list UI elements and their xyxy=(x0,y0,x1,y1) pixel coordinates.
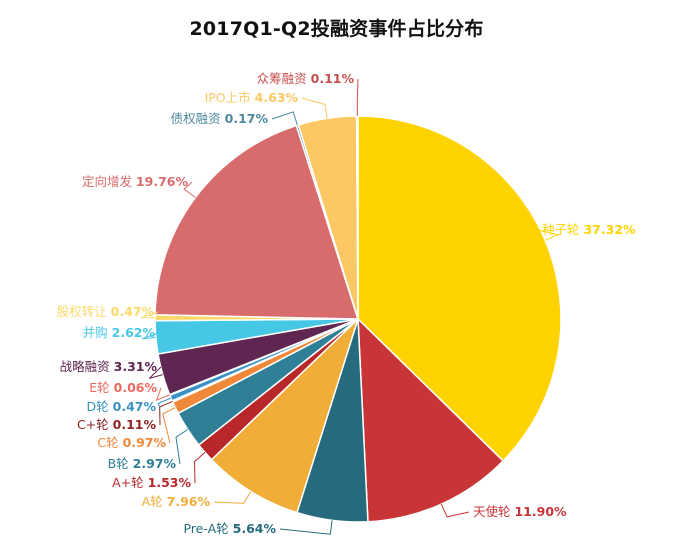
data-label-name: B轮 xyxy=(108,456,133,471)
data-label-name: 债权融资 xyxy=(171,111,225,126)
data-label-name: A+轮 xyxy=(112,475,148,490)
data-labels: 种子轮 37.32% 天使轮 11.90% Pre-A轮 5.64% A轮 7.96%… xyxy=(57,71,636,536)
data-label-name: 种子轮 xyxy=(542,222,583,237)
data-label-value: 1.53% xyxy=(148,475,192,490)
data-label-value: 2.97% xyxy=(133,456,177,471)
pie-slice-4 xyxy=(210,318,359,514)
chart-title: 2017Q1-Q2投融资事件占比分布 xyxy=(189,18,484,40)
leader-line-14 xyxy=(183,181,196,198)
data-label-12: 并购 2.62% xyxy=(83,325,156,340)
pie-slice-1 xyxy=(357,115,562,462)
data-label-6: B轮 2.97% xyxy=(108,456,177,471)
data-label-name: 战略融资 xyxy=(60,359,114,374)
data-label-value: 11.90% xyxy=(514,504,567,519)
leader-line-4 xyxy=(213,491,252,504)
data-label-value: 7.96% xyxy=(167,494,211,509)
data-label-value: 0.47% xyxy=(113,399,157,414)
data-label-name: 众筹融资 xyxy=(257,71,311,86)
leader-line-8 xyxy=(159,400,173,426)
pie-slice-2 xyxy=(357,318,504,523)
data-label-value: 3.31% xyxy=(114,359,158,374)
data-label-8: C+轮 0.11% xyxy=(77,417,157,432)
data-label-value: 37.32% xyxy=(583,222,636,237)
data-label-name: D轮 xyxy=(87,399,113,414)
data-label-value: 0.17% xyxy=(225,111,269,126)
data-label-name: C+轮 xyxy=(77,417,113,432)
data-label-3: Pre-A轮 5.64% xyxy=(183,521,276,536)
leader-line-17 xyxy=(356,78,359,116)
data-label-value: 5.64% xyxy=(233,521,277,536)
data-label-name: C轮 xyxy=(97,435,122,450)
data-label-name: 股权转让 xyxy=(57,304,111,319)
data-label-name: 并购 xyxy=(83,325,112,340)
data-label-value: 0.06% xyxy=(114,380,158,395)
data-label-9: D轮 0.47% xyxy=(87,399,157,414)
data-label-name: 天使轮 xyxy=(473,504,514,519)
data-label-name: E轮 xyxy=(89,380,113,395)
data-label-4: A轮 7.96% xyxy=(142,494,211,509)
data-label-value: 4.63% xyxy=(255,90,299,105)
data-label-13: 股权转让 0.47% xyxy=(57,304,155,319)
leader-line-12 xyxy=(141,332,160,340)
leader-line-16 xyxy=(301,97,328,119)
data-label-value: 19.76% xyxy=(136,174,189,189)
data-label-17: 众筹融资 0.11% xyxy=(257,71,355,86)
data-label-15: 债权融资 0.17% xyxy=(171,111,269,126)
data-label-7: C轮 0.97% xyxy=(97,435,166,450)
leader-line-7 xyxy=(162,407,176,444)
leader-line-13 xyxy=(140,311,159,319)
data-label-name: 定向增发 xyxy=(82,174,136,189)
leader-lines xyxy=(140,78,560,535)
data-label-1: 种子轮 37.32% xyxy=(542,222,636,237)
data-label-value: 0.11% xyxy=(113,417,157,432)
leader-line-9 xyxy=(157,397,172,408)
data-label-10: E轮 0.06% xyxy=(89,380,157,395)
leader-line-1 xyxy=(537,229,560,241)
data-label-5: A+轮 1.53% xyxy=(112,475,191,490)
data-label-name: IPO上市 xyxy=(205,90,255,105)
leader-line-11 xyxy=(148,366,163,379)
leader-line-5 xyxy=(193,452,206,484)
leader-line-15 xyxy=(271,111,298,126)
pie-slices xyxy=(154,115,562,523)
data-label-value: 0.47% xyxy=(111,304,155,319)
leader-line-2 xyxy=(440,503,470,518)
data-label-14: 定向增发 19.76% xyxy=(82,174,189,189)
data-label-2: 天使轮 11.90% xyxy=(473,504,567,519)
data-label-name: A轮 xyxy=(142,494,167,509)
data-label-16: IPO上市 4.63% xyxy=(205,90,299,105)
data-label-value: 0.97% xyxy=(123,435,167,450)
leader-line-10 xyxy=(155,387,170,401)
data-label-11: 战略融资 3.31% xyxy=(60,359,158,374)
leader-line-6 xyxy=(175,429,188,465)
leader-line-3 xyxy=(279,520,333,535)
data-label-value: 0.11% xyxy=(311,71,355,86)
data-label-name: Pre-A轮 xyxy=(183,521,232,536)
data-label-value: 2.62% xyxy=(112,325,156,340)
